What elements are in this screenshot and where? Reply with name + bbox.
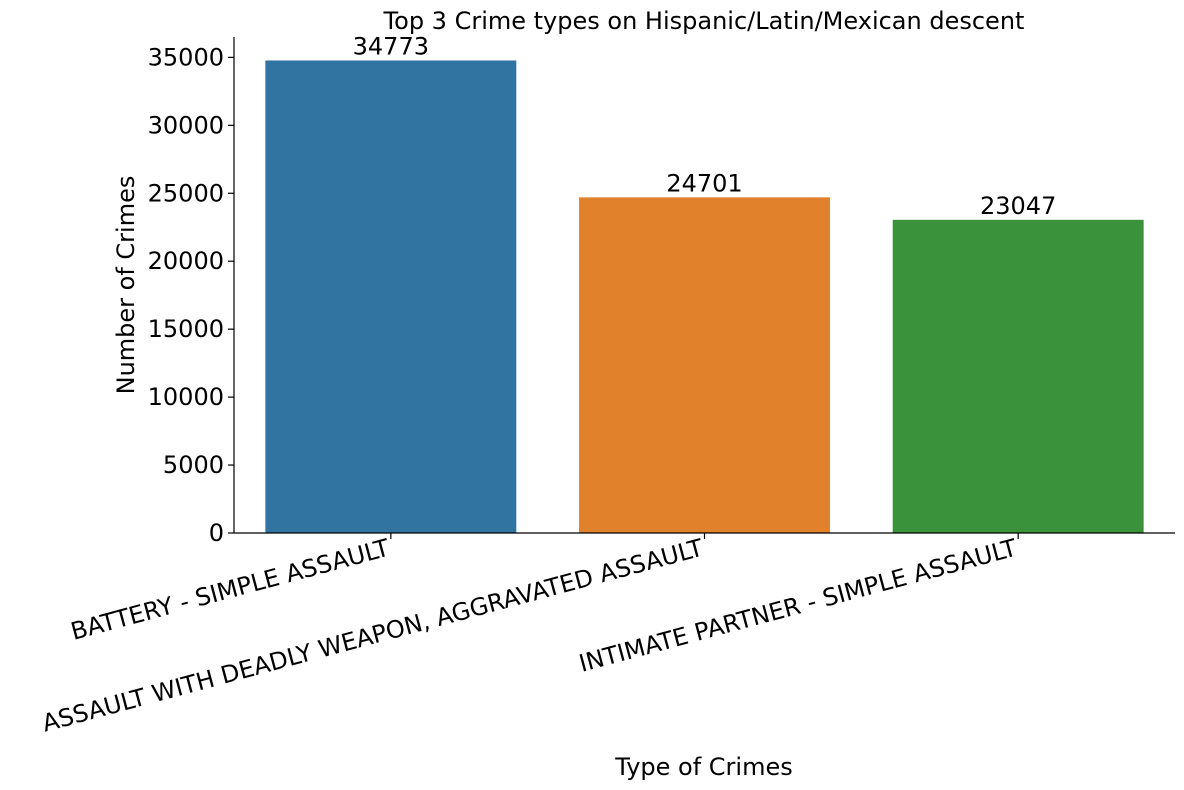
bar-value-label: 24701 xyxy=(666,169,742,197)
y-tick-label: 25000 xyxy=(148,179,224,207)
chart-title: Top 3 Crime types on Hispanic/Latin/Mexi… xyxy=(383,7,1025,35)
y-tick-label: 15000 xyxy=(148,315,224,343)
bars-group xyxy=(265,60,1144,534)
data-labels-group: 34773 24701 23047 xyxy=(353,32,1057,219)
bar xyxy=(579,197,830,533)
x-axis-label: Type of Crimes xyxy=(614,753,792,781)
bar-value-label: 23047 xyxy=(980,192,1056,220)
y-axis-label: Number of Crimes xyxy=(112,176,140,395)
y-tick-label: 0 xyxy=(209,519,224,547)
bar xyxy=(892,219,1144,534)
bar-value-label: 34773 xyxy=(353,32,429,60)
y-tick-label: 20000 xyxy=(148,247,224,275)
y-tick-label: 5000 xyxy=(163,451,224,479)
bar xyxy=(265,60,517,534)
y-axis: 0 5000 10000 15000 20000 25000 30000 35000 xyxy=(148,37,235,547)
y-tick-label: 10000 xyxy=(148,383,224,411)
y-tick-label: 35000 xyxy=(148,43,224,71)
y-tick-label: 30000 xyxy=(148,111,224,139)
